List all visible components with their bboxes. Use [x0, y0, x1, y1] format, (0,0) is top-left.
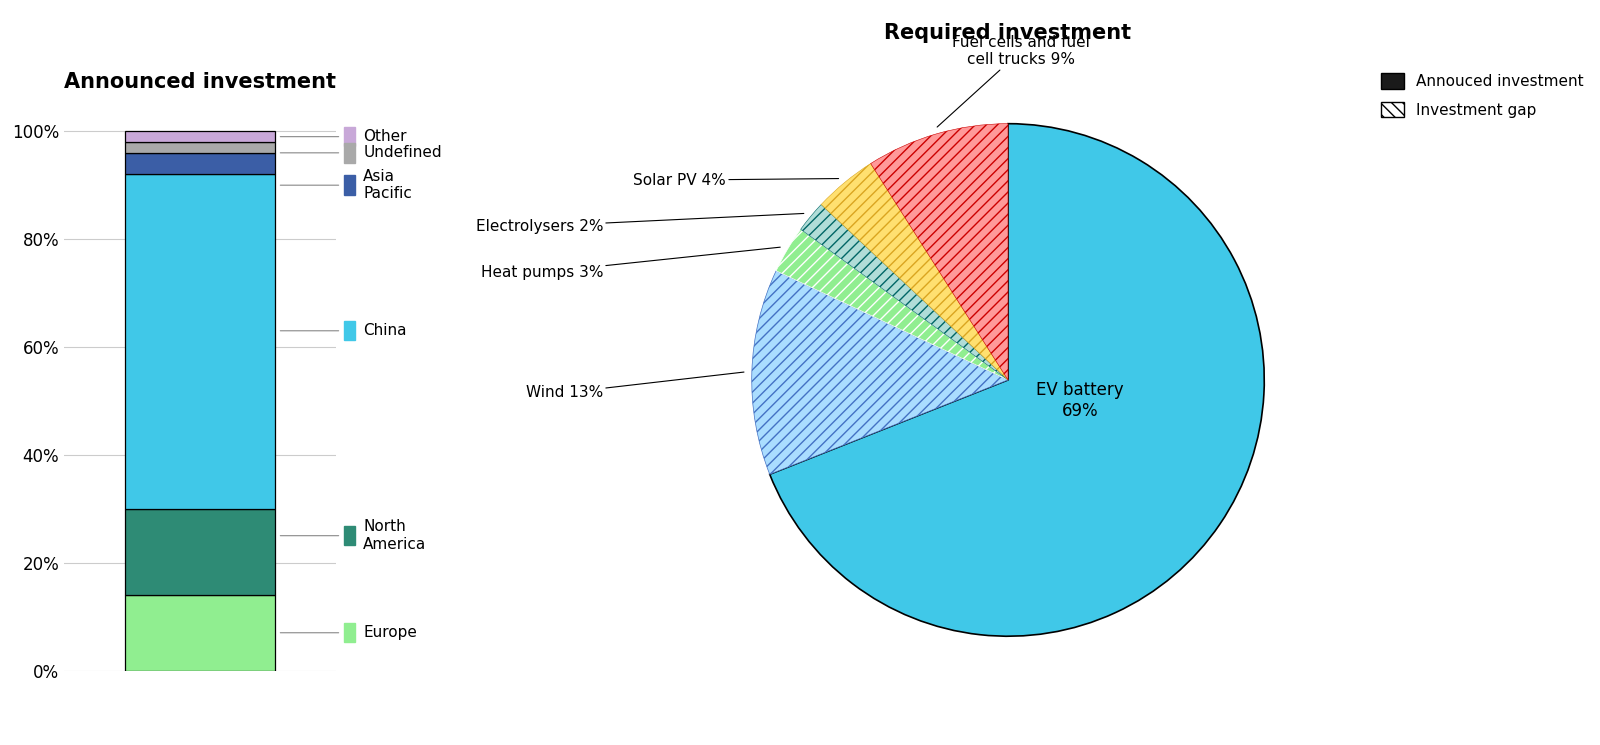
Wedge shape [752, 271, 1008, 475]
Title: Required investment: Required investment [885, 23, 1131, 42]
Wedge shape [776, 229, 1008, 380]
Text: Electrolysers 2%: Electrolysers 2% [475, 214, 803, 234]
Wedge shape [821, 164, 1008, 380]
Bar [344, 321, 355, 340]
Text: China: China [363, 323, 406, 338]
Text: Solar PV 4%: Solar PV 4% [634, 173, 838, 188]
Wedge shape [870, 124, 1008, 380]
Bar [125, 153, 275, 174]
Text: North
America: North America [363, 519, 427, 552]
Wedge shape [800, 205, 1008, 380]
Bar [344, 176, 355, 195]
Bar [344, 623, 355, 642]
Bar [344, 127, 355, 146]
Bar [125, 131, 275, 142]
Text: Heat pumps 3%: Heat pumps 3% [480, 247, 781, 280]
Bar [125, 174, 275, 509]
Text: Fuel cells and fuel
cell trucks 9%: Fuel cells and fuel cell trucks 9% [938, 35, 1090, 127]
Bar [125, 595, 275, 670]
Text: Other: Other [363, 129, 406, 144]
Bar [125, 509, 275, 595]
Title: Announced investment: Announced investment [64, 72, 336, 92]
Text: Asia
Pacific: Asia Pacific [363, 169, 413, 201]
Bar [344, 526, 355, 545]
Legend: Annouced investment, Investment gap: Annouced investment, Investment gap [1374, 67, 1590, 124]
Text: Europe: Europe [363, 625, 418, 640]
Wedge shape [770, 124, 1264, 636]
Text: Wind 13%: Wind 13% [526, 372, 744, 400]
Bar [125, 142, 275, 153]
Text: Undefined: Undefined [363, 145, 442, 160]
Bar [344, 143, 355, 162]
Text: EV battery
69%: EV battery 69% [1035, 381, 1123, 420]
